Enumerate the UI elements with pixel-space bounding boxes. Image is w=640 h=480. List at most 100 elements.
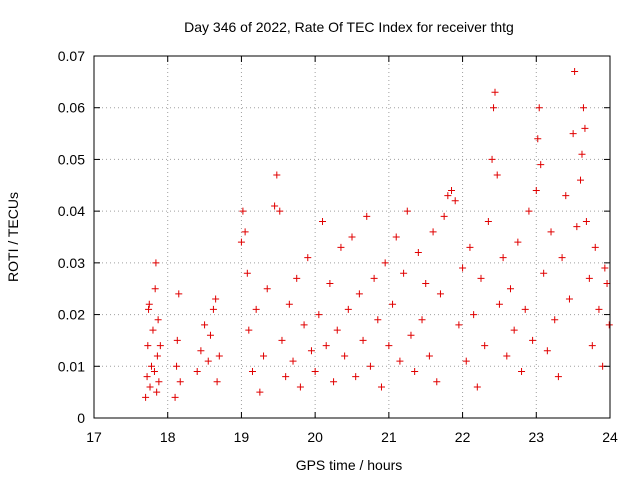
data-point xyxy=(425,352,433,360)
data-point xyxy=(429,228,437,236)
data-point xyxy=(145,300,153,308)
data-point xyxy=(260,352,268,360)
data-point xyxy=(569,130,577,138)
data-point xyxy=(493,171,501,179)
data-point xyxy=(506,285,514,293)
data-point xyxy=(330,378,338,386)
data-point xyxy=(322,342,330,350)
data-point xyxy=(562,192,570,200)
data-point xyxy=(525,207,533,215)
data-point xyxy=(248,367,256,375)
data-point xyxy=(418,316,426,324)
data-point xyxy=(400,269,408,277)
data-point xyxy=(263,285,271,293)
data-point xyxy=(153,352,161,360)
data-point xyxy=(403,207,411,215)
data-point xyxy=(146,383,154,391)
data-point xyxy=(436,290,444,298)
data-point xyxy=(173,336,181,344)
data-point xyxy=(326,280,334,288)
data-point xyxy=(603,280,611,288)
data-point xyxy=(540,269,548,277)
data-points xyxy=(142,68,613,401)
data-point xyxy=(591,243,599,251)
data-point xyxy=(455,321,463,329)
data-point xyxy=(451,197,459,205)
data-point xyxy=(491,88,499,96)
data-point xyxy=(289,357,297,365)
x-tick-label: 19 xyxy=(234,429,250,445)
data-point xyxy=(484,217,492,225)
data-point xyxy=(150,367,158,375)
y-tick-label: 0 xyxy=(77,410,85,426)
data-point xyxy=(462,357,470,365)
data-point xyxy=(273,171,281,179)
data-point xyxy=(209,305,217,313)
data-point xyxy=(176,378,184,386)
data-point xyxy=(319,217,327,225)
data-point xyxy=(578,150,586,158)
data-point xyxy=(271,202,279,210)
data-point xyxy=(337,243,345,251)
data-point xyxy=(473,383,481,391)
data-point xyxy=(554,373,562,381)
data-point xyxy=(448,186,456,194)
data-point xyxy=(241,228,249,236)
data-point xyxy=(470,311,478,319)
data-point xyxy=(558,254,566,262)
data-point xyxy=(532,186,540,194)
data-point xyxy=(534,135,542,143)
data-point xyxy=(151,285,159,293)
data-point xyxy=(152,259,160,267)
data-point xyxy=(518,367,526,375)
data-point xyxy=(344,305,352,313)
x-tick-label: 23 xyxy=(528,429,544,445)
data-point xyxy=(175,290,183,298)
y-tick-label: 0.07 xyxy=(58,48,85,64)
axis-ticks xyxy=(93,55,611,419)
data-point xyxy=(143,373,151,381)
data-point xyxy=(144,342,152,350)
x-tick-label: 22 xyxy=(455,429,471,445)
x-tick-label: 24 xyxy=(602,429,618,445)
data-point xyxy=(389,300,397,308)
data-point xyxy=(510,326,518,334)
data-point xyxy=(276,207,284,215)
y-tick-label: 0.02 xyxy=(58,307,85,323)
data-point xyxy=(197,347,205,355)
grid-lines xyxy=(94,56,610,418)
data-point xyxy=(422,280,430,288)
data-point xyxy=(605,321,613,329)
data-point xyxy=(212,295,220,303)
plot-frame xyxy=(93,55,611,419)
data-point xyxy=(348,233,356,241)
data-point xyxy=(433,378,441,386)
data-point xyxy=(304,254,312,262)
data-point xyxy=(341,352,349,360)
data-point xyxy=(243,269,251,277)
data-point xyxy=(547,228,555,236)
data-point xyxy=(381,259,389,267)
data-point xyxy=(237,238,245,246)
data-point xyxy=(307,347,315,355)
data-point xyxy=(537,161,545,169)
data-point xyxy=(278,336,286,344)
data-point xyxy=(573,223,581,231)
data-point xyxy=(147,362,155,370)
y-tick-label: 0.03 xyxy=(58,255,85,271)
data-point xyxy=(363,212,371,220)
y-tick-label: 0.04 xyxy=(58,203,85,219)
x-tick-label: 18 xyxy=(160,429,176,445)
data-point xyxy=(213,378,221,386)
data-point xyxy=(585,274,593,282)
data-point xyxy=(459,264,467,272)
data-point xyxy=(392,233,400,241)
data-point xyxy=(385,342,393,350)
data-point xyxy=(173,362,181,370)
data-point xyxy=(577,176,585,184)
data-point xyxy=(149,326,157,334)
data-point xyxy=(414,249,422,257)
data-point xyxy=(514,238,522,246)
data-point xyxy=(466,243,474,251)
data-point xyxy=(440,212,448,220)
